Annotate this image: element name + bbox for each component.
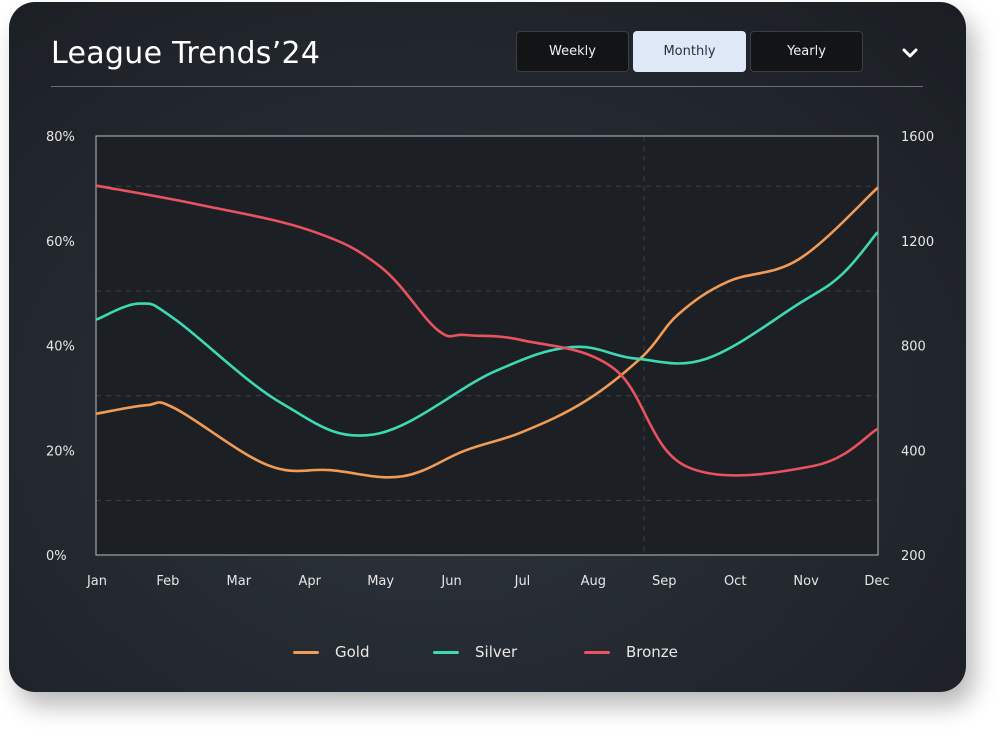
period-button-yearly[interactable]: Yearly	[750, 31, 863, 72]
plot-area	[96, 136, 878, 555]
x-tick-label: Feb	[156, 574, 179, 589]
chevron-down-icon[interactable]	[899, 42, 921, 64]
y-left-tick-label: 0%	[46, 549, 67, 564]
y-left-tick-label: 20%	[46, 444, 75, 459]
plot-border	[95, 135, 879, 556]
x-tick-label: May	[367, 574, 394, 589]
chart-legend: Gold Silver Bronze	[9, 640, 966, 664]
legend-label-gold: Gold	[335, 643, 370, 661]
line-chart: 0% 20% 40% 60% 80% 200 400 800 1200 1600 Jan Feb Mar…	[46, 130, 934, 589]
legend-swatch-silver	[433, 650, 459, 654]
series-line-silver	[95, 231, 879, 437]
x-tick-label: Nov	[793, 574, 819, 589]
x-tick-label: Mar	[227, 574, 252, 589]
y-right-tick-label: 400	[901, 444, 926, 459]
period-button-weekly[interactable]: Weekly	[516, 31, 629, 72]
legend-item-gold: Gold	[293, 640, 370, 664]
x-tick-label: Jan	[86, 574, 107, 589]
legend-item-bronze: Bronze	[584, 640, 678, 664]
x-tick-label: Jun	[440, 574, 461, 589]
legend-label-bronze: Bronze	[626, 643, 678, 661]
y-left-tick-label: 60%	[46, 235, 75, 250]
page-title: League Trends’24	[51, 36, 321, 71]
legend-swatch-bronze	[584, 650, 610, 654]
header-divider	[51, 86, 923, 87]
y-left-tick-label: 40%	[46, 340, 75, 355]
legend-swatch-gold	[293, 650, 319, 654]
y-right-tick-label: 1600	[901, 130, 934, 145]
x-tick-label: Dec	[864, 574, 889, 589]
y-right-tick-label: 800	[901, 340, 926, 355]
x-tick-label: Apr	[298, 574, 321, 589]
legend-item-silver: Silver	[433, 640, 517, 664]
series-line-gold	[95, 187, 879, 479]
chart-card: League Trends’24 Weekly Monthly Yearly 0…	[9, 2, 966, 692]
y-right-tick-label: 200	[901, 549, 926, 564]
y-right-tick-label: 1200	[901, 235, 934, 250]
x-tick-label: Sep	[652, 574, 677, 589]
y-left-tick-label: 80%	[46, 130, 75, 145]
x-tick-label: Oct	[724, 574, 746, 589]
legend-label-silver: Silver	[475, 643, 518, 661]
x-tick-label: Aug	[581, 574, 606, 589]
series-line-bronze	[95, 184, 879, 477]
x-tick-label: Jul	[514, 574, 531, 589]
period-button-monthly[interactable]: Monthly	[633, 31, 746, 72]
